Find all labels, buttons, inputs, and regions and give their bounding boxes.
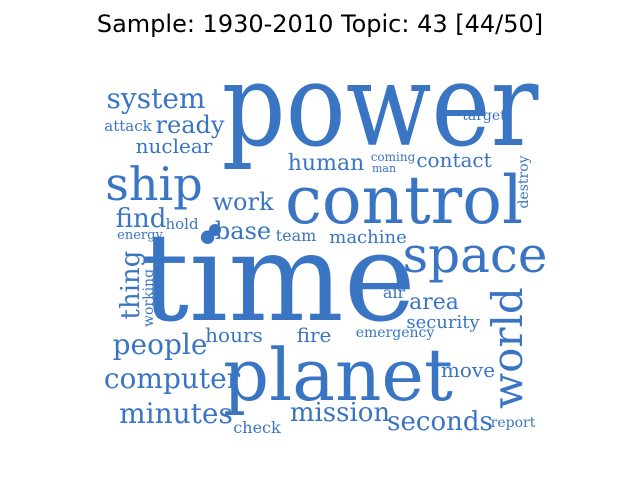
- word-planet: planet: [223, 333, 453, 417]
- word-security: security: [406, 312, 480, 333]
- word-base: base: [215, 217, 271, 245]
- word-thing: thing: [116, 251, 146, 320]
- word-destroy: destroy: [516, 155, 532, 208]
- word-computer: computer: [104, 362, 241, 395]
- chart-title: Sample: 1930-2010 Topic: 43 [44/50]: [96, 10, 544, 38]
- word-control: control: [285, 162, 523, 239]
- word-find: find: [116, 204, 167, 234]
- word-coming: coming: [371, 150, 416, 164]
- word-man: man: [372, 162, 396, 175]
- word-machine: machine: [329, 227, 406, 248]
- word-space: space: [402, 226, 547, 284]
- word-fire: fire: [297, 323, 332, 347]
- word-contact: contact: [416, 148, 491, 172]
- word-people: people: [113, 328, 208, 361]
- word-work: work: [212, 188, 273, 216]
- bullet-dot: [209, 224, 221, 236]
- word-attack: attack: [104, 117, 152, 135]
- word-time: time: [140, 207, 416, 349]
- word-system: system: [107, 82, 206, 115]
- word-check: check: [233, 418, 281, 437]
- word-air: air: [383, 283, 406, 302]
- word-target: target: [462, 108, 506, 124]
- word-mission: mission: [290, 398, 391, 428]
- word-nuclear: nuclear: [136, 134, 213, 158]
- word-hold: hold: [165, 215, 198, 233]
- word-team: team: [276, 226, 317, 245]
- word-ship: ship: [105, 157, 202, 211]
- word-human: human: [288, 151, 364, 176]
- word-ready: ready: [156, 111, 225, 139]
- word-working: working: [141, 269, 157, 327]
- word-report: report: [491, 415, 536, 431]
- word-seconds: seconds: [387, 407, 493, 437]
- word-move: move: [441, 358, 495, 382]
- word-area: area: [409, 290, 459, 315]
- word-world: world: [483, 287, 532, 409]
- word-hours: hours: [205, 323, 263, 347]
- word-energy: energy: [117, 228, 163, 243]
- word-minutes: minutes: [119, 397, 233, 430]
- word-power: power: [222, 39, 539, 172]
- word-emergency: emergency: [356, 325, 435, 341]
